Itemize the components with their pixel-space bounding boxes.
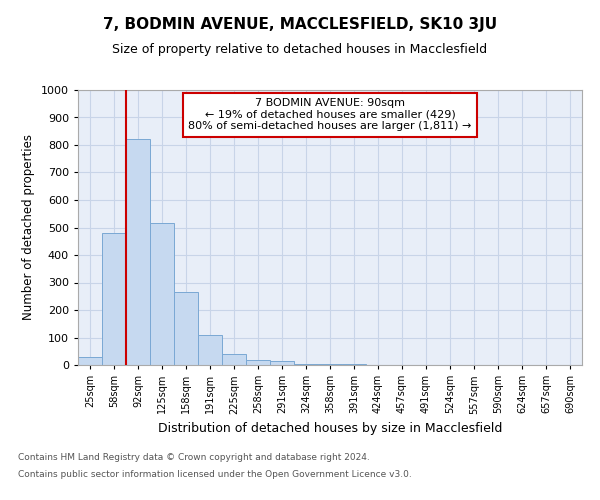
Bar [198,335,222,365]
Bar [78,357,102,365]
Bar [294,364,318,365]
Text: Contains HM Land Registry data © Crown copyright and database right 2024.: Contains HM Land Registry data © Crown c… [18,452,370,462]
Bar [222,354,246,365]
Bar [342,364,366,365]
Text: 7, BODMIN AVENUE, MACCLESFIELD, SK10 3JU: 7, BODMIN AVENUE, MACCLESFIELD, SK10 3JU [103,18,497,32]
X-axis label: Distribution of detached houses by size in Macclesfield: Distribution of detached houses by size … [158,422,502,435]
Text: Size of property relative to detached houses in Macclesfield: Size of property relative to detached ho… [112,42,488,56]
Bar [150,224,174,365]
Bar [102,233,126,365]
Text: 7 BODMIN AVENUE: 90sqm
← 19% of detached houses are smaller (429)
80% of semi-de: 7 BODMIN AVENUE: 90sqm ← 19% of detached… [188,98,472,132]
Text: Contains public sector information licensed under the Open Government Licence v3: Contains public sector information licen… [18,470,412,479]
Bar [174,292,198,365]
Bar [126,140,150,365]
Bar [270,361,294,365]
Bar [318,364,342,365]
Bar [246,360,270,365]
Y-axis label: Number of detached properties: Number of detached properties [22,134,35,320]
